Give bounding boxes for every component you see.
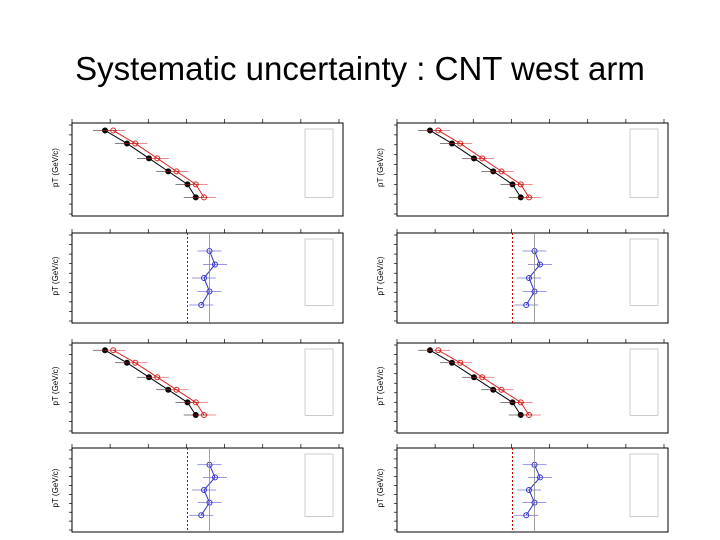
marker: [479, 374, 486, 381]
marker: [132, 140, 139, 147]
marker: [537, 261, 543, 268]
marker: [198, 302, 205, 308]
marker: [498, 386, 505, 393]
marker: [457, 140, 464, 147]
marker: [517, 399, 524, 406]
marker: [192, 181, 199, 188]
marker: [526, 487, 532, 493]
legend-box: [304, 348, 334, 416]
panel-frame: [71, 342, 344, 434]
plot-panel: pT (GeV/c): [376, 119, 669, 217]
marker: [526, 194, 532, 201]
plot-panel: pT (GeV/c): [51, 444, 344, 533]
x-axis-label: pT (GeV/c): [51, 468, 60, 507]
marker: [110, 347, 117, 354]
panel-frame: [396, 342, 669, 434]
panel-frame: [396, 447, 669, 533]
x-axis-label: pT (GeV/c): [376, 468, 385, 507]
plot-panel: pT (GeV/c): [376, 229, 669, 324]
marker: [435, 347, 442, 354]
panels: pT (GeV/c) pT (GeV/c) pT (GeV/c) pT (GeV/c)…: [51, 119, 669, 533]
x-axis-label: pT (GeV/c): [51, 148, 60, 187]
plot-panel: pT (GeV/c): [51, 229, 344, 324]
marker: [517, 181, 524, 188]
legend-box: [629, 453, 659, 517]
marker: [212, 474, 218, 481]
plot-panel: pT (GeV/c): [51, 119, 344, 217]
slide-title: Systematic uncertainty : CNT west arm: [75, 50, 645, 87]
marker: [479, 155, 486, 162]
marker: [212, 261, 218, 268]
marker: [154, 155, 161, 162]
marker: [523, 302, 530, 308]
marker: [198, 512, 205, 519]
x-axis-label: pT (GeV/c): [376, 148, 385, 187]
marker: [132, 359, 139, 366]
panel-frame: [71, 447, 344, 533]
legend-box: [629, 238, 659, 306]
panel-frame: [71, 232, 344, 324]
plot-panel: pT (GeV/c): [376, 444, 669, 533]
panel-frame: [71, 122, 344, 217]
x-axis-label: pT (GeV/c): [376, 256, 385, 295]
marker: [201, 412, 207, 418]
marker: [526, 412, 532, 418]
marker: [192, 399, 199, 406]
marker: [526, 275, 532, 281]
x-axis-label: pT (GeV/c): [51, 256, 60, 295]
legend-box: [629, 128, 659, 198]
marker: [435, 127, 442, 134]
marker: [154, 374, 161, 381]
marker: [201, 194, 207, 201]
legend-box: [629, 348, 659, 416]
panel-frame: [396, 122, 669, 217]
marker: [201, 487, 207, 493]
x-axis-label: pT (GeV/c): [376, 366, 385, 405]
marker: [173, 386, 180, 393]
marker: [523, 512, 530, 519]
x-axis-label: pT (GeV/c): [51, 366, 60, 405]
plot-panel: pT (GeV/c): [376, 339, 669, 434]
legend-box: [304, 238, 334, 306]
plot-panel: pT (GeV/c): [51, 339, 344, 434]
marker: [457, 359, 464, 366]
panel-frame: [396, 232, 669, 324]
marker: [498, 168, 505, 175]
legend-box: [304, 128, 334, 198]
marker: [537, 474, 543, 481]
marker: [173, 168, 180, 175]
marker: [110, 127, 117, 134]
marker: [201, 275, 207, 281]
legend-box: [304, 453, 334, 517]
